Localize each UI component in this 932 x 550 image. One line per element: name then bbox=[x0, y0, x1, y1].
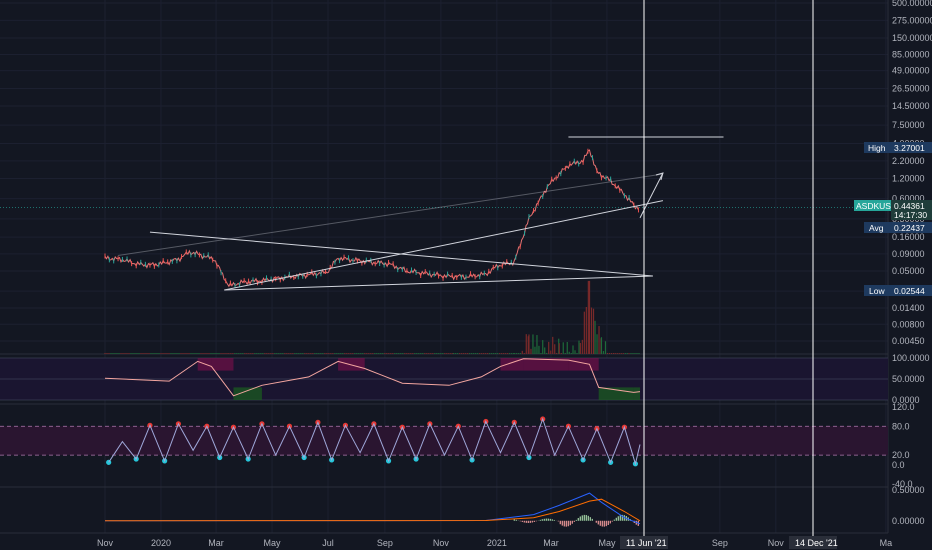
rising-channel-line bbox=[117, 173, 664, 257]
price-tick-label: 49.00000 bbox=[892, 66, 930, 76]
rsi-line bbox=[104, 358, 641, 397]
trendline-drawings[interactable] bbox=[117, 136, 724, 291]
avg-label: Avg 0.22437 bbox=[864, 222, 932, 233]
price-tick-label: 0.01400 bbox=[892, 303, 925, 313]
price-line bbox=[104, 149, 639, 288]
time-tick-label: Nov bbox=[768, 538, 785, 548]
signal-line bbox=[104, 498, 641, 522]
price-tick-label: 0.16000 bbox=[892, 232, 925, 242]
low-value: 0.02544 bbox=[894, 286, 925, 296]
cursor-date-label: 11 Jun '21 bbox=[620, 536, 668, 549]
time-axis[interactable]: Nov 2020 Mar May Jul Sep Nov 2021 Mar May Sep Nov Ma bbox=[97, 538, 892, 548]
low-value-tag bbox=[891, 285, 932, 296]
price-tick-label: 0.00800 bbox=[892, 319, 925, 329]
overbought-zone bbox=[523, 358, 569, 371]
time-tick-label: Sep bbox=[712, 538, 728, 548]
crosshair bbox=[643, 0, 814, 536]
oversold-zone bbox=[233, 387, 262, 400]
high-label-tag bbox=[864, 142, 891, 153]
rsi-tick-label: 0.0000 bbox=[892, 395, 920, 405]
symbol-tag bbox=[854, 200, 891, 211]
time-tick-label: Sep bbox=[377, 538, 393, 548]
high-value: 3.27001 bbox=[894, 143, 925, 153]
high-value-tag bbox=[891, 142, 932, 153]
price-tick-label: 85.00000 bbox=[892, 50, 930, 60]
price-tick-label: 275.00000 bbox=[892, 15, 932, 25]
time-tick-label: Mar bbox=[543, 538, 559, 548]
macd-tick-label: 0.50000 bbox=[892, 485, 925, 495]
time-tick-label: Mar bbox=[208, 538, 224, 548]
overbought-zone bbox=[568, 358, 590, 371]
projection-arrow bbox=[639, 172, 664, 219]
time-tick-label: May bbox=[264, 538, 282, 548]
macd-line bbox=[104, 492, 641, 525]
avg-value: 0.22437 bbox=[894, 223, 925, 233]
projection-date: 14 Dec '21 bbox=[795, 538, 838, 548]
macd-tick-label: 0.00000 bbox=[892, 516, 925, 526]
rsi-tick-label: 50.0000 bbox=[892, 374, 925, 384]
time-tick-label: 2020 bbox=[151, 538, 171, 548]
stoch-tick-label: -40.0 bbox=[892, 479, 913, 489]
stochastic-pane: 120.0 80.0 20.00.0 -40.0 bbox=[0, 402, 915, 489]
time-tick-label: 2021 bbox=[487, 538, 507, 548]
macd-pane: 0.50000 0.00000 bbox=[104, 485, 925, 527]
avg-label-caption: Avg bbox=[869, 223, 884, 233]
stoch-band bbox=[0, 426, 888, 456]
high-label-caption: High bbox=[868, 143, 886, 153]
volume-bars bbox=[104, 280, 640, 354]
price-tick-label: 0.09000 bbox=[892, 249, 925, 259]
stoch-tick-label: 20.0 bbox=[892, 450, 910, 460]
low-label: Low 0.02544 bbox=[864, 285, 932, 296]
low-label-tag bbox=[864, 285, 891, 296]
price-tick-label: 0.05000 bbox=[892, 266, 925, 276]
projection-date-tag bbox=[789, 536, 837, 549]
symbol-name: ASDKUSD bbox=[856, 201, 897, 211]
price-tick-label: 0.00450 bbox=[892, 336, 925, 346]
projection-arrow-head bbox=[655, 172, 664, 181]
stoch-line bbox=[108, 417, 641, 466]
price-tick-label: 1.20000 bbox=[892, 173, 925, 183]
avg-label-tag bbox=[864, 222, 891, 233]
time-tick-label: Jul bbox=[322, 538, 334, 548]
time-tick-label: Nov bbox=[97, 538, 114, 548]
overbought-zone bbox=[338, 358, 365, 371]
bar-countdown: 14:17:30 bbox=[894, 210, 927, 220]
price-tick-label: 2.20000 bbox=[892, 156, 925, 166]
overbought-zone bbox=[589, 358, 599, 371]
rsi-tick-label: 100.0000 bbox=[892, 353, 930, 363]
ascending-trendline bbox=[224, 200, 664, 291]
low-label-caption: Low bbox=[869, 286, 885, 296]
stoch-tick-label: 0.0 bbox=[892, 460, 905, 470]
avg-value-tag bbox=[891, 222, 932, 233]
price-tag bbox=[891, 200, 932, 220]
price-tick-label: 14.50000 bbox=[892, 101, 930, 111]
rsi-pane: 100.0000 50.0000 0.0000 bbox=[0, 353, 930, 405]
cursor-date: 11 Jun '21 bbox=[626, 538, 667, 548]
current-price: 0.44361 bbox=[894, 201, 925, 211]
price-tick-label: 500.00000 bbox=[892, 0, 932, 8]
cursor-date-tag bbox=[620, 536, 668, 549]
price-tick-label: 7.50000 bbox=[892, 120, 925, 130]
stoch-tick-label: 120.0 bbox=[892, 402, 915, 412]
price-tick-label: 26.50000 bbox=[892, 83, 930, 93]
oversold-zone bbox=[633, 387, 640, 400]
time-tick-label: Ma bbox=[880, 538, 893, 548]
price-tick-label: 150.00000 bbox=[892, 33, 932, 43]
support-line bbox=[224, 275, 653, 291]
current-price-label: ASDKUSD 0.44361 14:17:30 bbox=[854, 200, 932, 220]
high-label: High 3.27001 bbox=[864, 142, 932, 153]
time-tick-label: May bbox=[598, 538, 616, 548]
stoch-tick-label: 80.0 bbox=[892, 421, 910, 431]
oversold-zone bbox=[598, 387, 634, 400]
overbought-zone bbox=[211, 358, 234, 371]
oversold-marker bbox=[106, 459, 112, 465]
time-tick-label: Nov bbox=[433, 538, 450, 548]
price-tick-label: 0.60000 bbox=[892, 194, 925, 204]
projection-date-label: 14 Dec '21 bbox=[789, 536, 838, 549]
